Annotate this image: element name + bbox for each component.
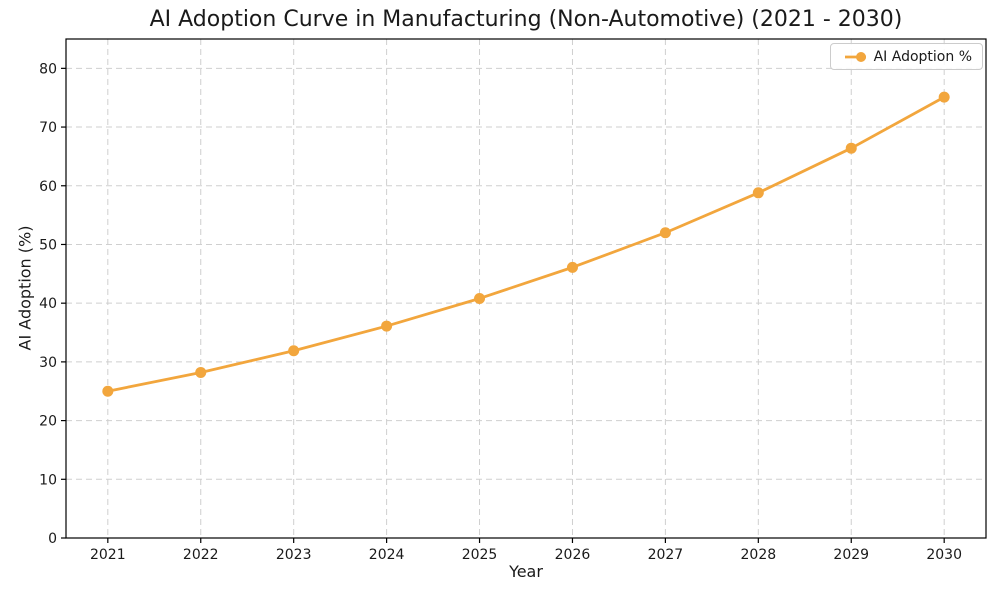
x-tick-label: 2022: [183, 547, 219, 563]
y-tick-label: 60: [39, 179, 57, 195]
y-tick-label: 0: [48, 531, 57, 547]
data-point-marker: [102, 385, 114, 397]
series-line: [106, 95, 946, 393]
plot-border: [65, 38, 987, 539]
x-tick-label: 2028: [741, 547, 777, 563]
data-point-marker: [659, 227, 671, 239]
data-point-marker: [845, 142, 857, 154]
y-tick-label: 50: [39, 237, 57, 253]
y-tick-label: 30: [39, 355, 57, 371]
data-point-marker: [381, 320, 393, 332]
data-point-marker: [566, 261, 578, 273]
chart-title: AI Adoption Curve in Manufacturing (Non-…: [149, 7, 903, 32]
x-tick-label: 2029: [833, 547, 869, 563]
x-tick-label: 2026: [555, 547, 591, 563]
legend-label: AI Adoption %: [873, 48, 972, 65]
x-tick-label: 2027: [648, 547, 684, 563]
x-tick-label: 2021: [90, 547, 126, 563]
y-tick-label: 80: [39, 61, 57, 77]
y-tick-label: 10: [39, 472, 57, 488]
y-tick-label: 40: [39, 296, 57, 312]
data-point-marker: [938, 91, 950, 103]
legend-line-marker-icon: [845, 51, 866, 62]
y-tick-label: 20: [39, 414, 57, 430]
legend: AI Adoption %: [830, 43, 983, 70]
legend-marker-sample: [856, 51, 866, 62]
data-point-marker: [288, 345, 300, 357]
data-point-marker: [474, 292, 486, 304]
data-point-marker: [195, 366, 207, 378]
x-tick-label: 2023: [276, 547, 312, 563]
x-axis-label: Year: [509, 562, 543, 581]
data-point-marker: [752, 187, 764, 199]
x-tick-label: 2024: [369, 547, 405, 563]
x-tick-label: 2030: [926, 547, 962, 563]
x-tick-label: 2025: [462, 547, 498, 563]
y-tick-label: 70: [39, 120, 57, 136]
y-axis-label: AI Adoption (%): [15, 225, 35, 351]
